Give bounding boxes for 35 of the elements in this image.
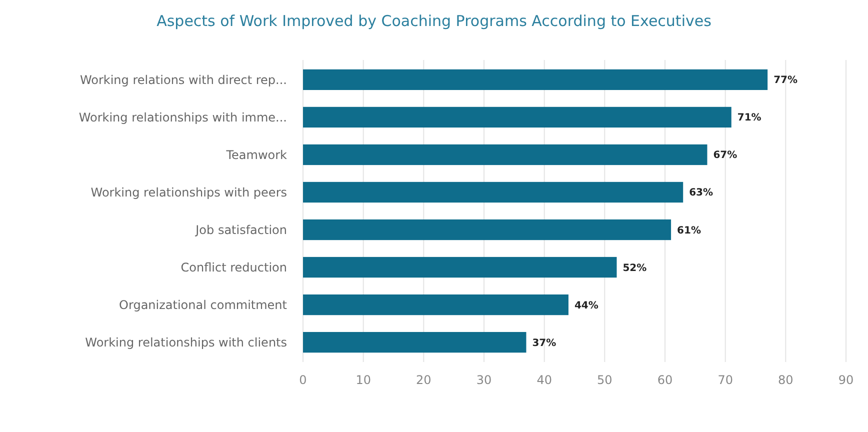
y-tick-label: Working relationships with clients xyxy=(85,336,287,350)
y-tick-label: Working relationships with peers xyxy=(90,185,287,200)
data-label: 71% xyxy=(737,112,762,124)
chart-title: Aspects of Work Improved by Coaching Programs According to Executives xyxy=(156,12,712,30)
bar xyxy=(303,256,617,278)
bar xyxy=(303,294,568,316)
y-tick-label: Job satisfaction xyxy=(194,222,287,237)
x-tick-label: 60 xyxy=(657,373,673,387)
x-tick-label: 40 xyxy=(536,373,552,387)
bar xyxy=(303,69,768,90)
y-tick-label: Teamwork xyxy=(225,148,288,162)
x-tick-label: 90 xyxy=(838,373,854,387)
x-tick-label: 70 xyxy=(718,373,733,387)
data-label: 77% xyxy=(774,75,798,86)
y-tick-label: Working relationships with imme... xyxy=(78,110,287,124)
bar xyxy=(303,144,708,166)
x-tick-label: 10 xyxy=(356,373,371,387)
data-label: 37% xyxy=(532,338,556,349)
x-tick-label: 50 xyxy=(597,373,612,387)
x-tick-label: 80 xyxy=(778,373,794,387)
bar xyxy=(303,182,684,203)
x-tick-label: 0 xyxy=(299,373,307,387)
data-label: 52% xyxy=(622,262,647,274)
bar xyxy=(303,106,732,128)
data-label: 63% xyxy=(689,188,714,199)
bar xyxy=(303,332,526,353)
y-tick-label: Working relations with direct rep... xyxy=(80,72,287,87)
y-tick-label: Conflict reduction xyxy=(180,260,287,274)
x-tick-label: 30 xyxy=(476,373,492,387)
data-label: 61% xyxy=(677,225,701,236)
x-tick-label: 20 xyxy=(416,373,432,387)
y-tick-label: Organizational commitment xyxy=(119,298,288,312)
data-label: 67% xyxy=(713,150,738,162)
data-label: 44% xyxy=(574,300,598,312)
bar xyxy=(303,219,672,240)
